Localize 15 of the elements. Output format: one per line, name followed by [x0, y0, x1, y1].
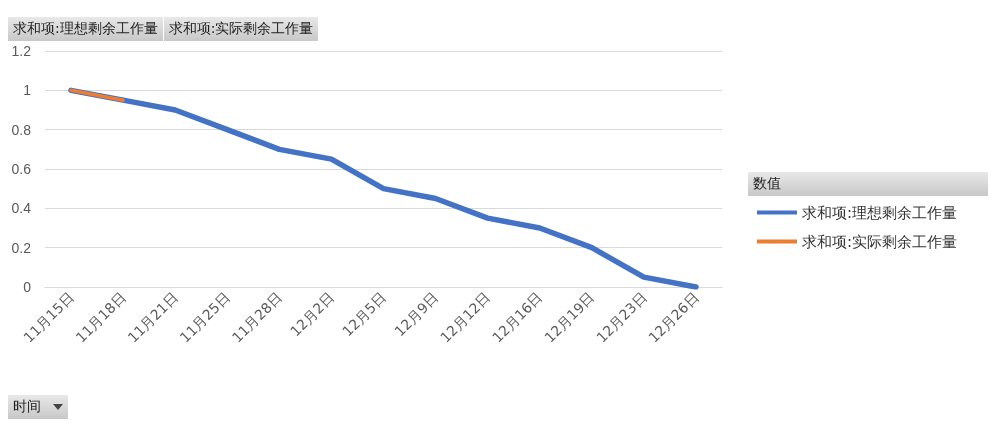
legend-label: 求和项:理想剩余工作量 [802, 203, 958, 222]
x-tick-label: 12月2日 [287, 289, 338, 340]
y-tick-label: 1 [23, 82, 32, 99]
text: 求和项:理想剩余工作量 [8, 17, 164, 41]
text: 求和项:实际剩余工作量 [163, 17, 320, 41]
y-tick-label: 0.4 [11, 200, 32, 217]
x-axis-title: 时间 [13, 398, 41, 414]
x-tick-label: 12月5日 [339, 289, 390, 340]
y-tick-label: 0.2 [11, 239, 32, 256]
legend-title: 数值 [748, 172, 989, 196]
y-tick-label: 0.8 [11, 121, 32, 138]
y-tick-label: 0 [23, 279, 32, 295]
legend-label: 求和项:实际剩余工作量 [802, 232, 958, 251]
y-tick-label: 0.6 [11, 161, 32, 177]
y-tick-label: 1.2 [11, 43, 32, 59]
